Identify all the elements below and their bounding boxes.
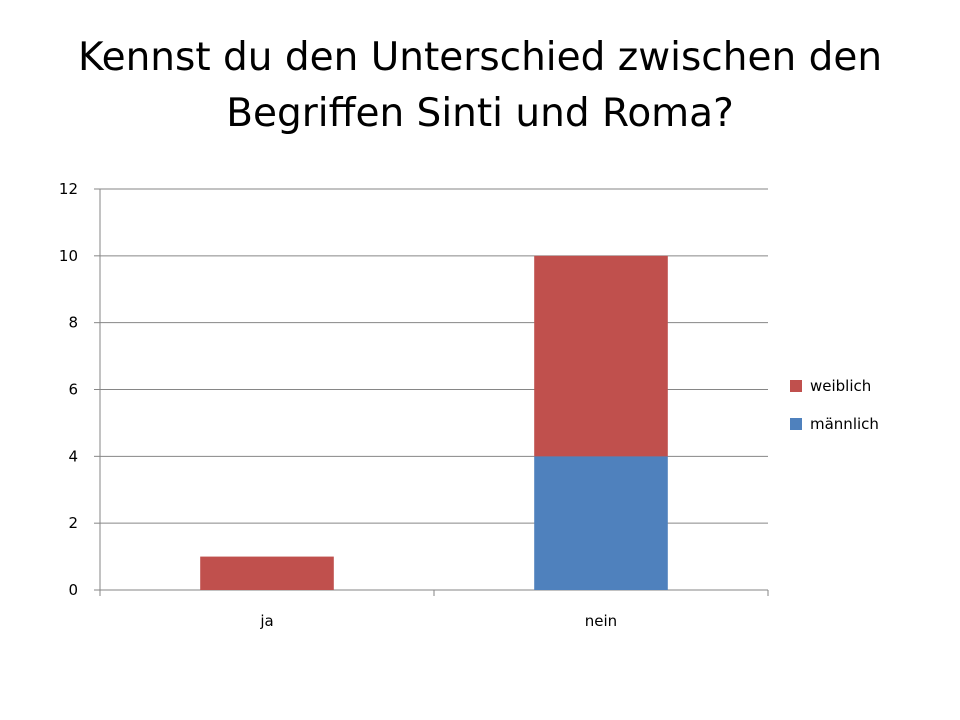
x-tick-label: ja xyxy=(259,612,273,630)
bar-nein-männlich xyxy=(534,456,668,590)
legend-swatch-weiblich xyxy=(790,380,802,392)
legend-label-männlich: männlich xyxy=(810,415,879,433)
chart-title: Kennst du den Unterschied zwischen den B… xyxy=(77,35,883,136)
bar-nein-weiblich xyxy=(534,255,668,457)
y-tick-label: 6 xyxy=(68,381,78,399)
legend-label-weiblich: weiblich xyxy=(810,377,871,395)
legend: weiblich männlich xyxy=(790,377,879,433)
y-tick-label: 0 xyxy=(68,581,78,599)
bars xyxy=(200,255,668,590)
y-tick-label: 8 xyxy=(68,314,78,332)
tick-labels: 0 2 4 6 8 10 12 ja nein xyxy=(59,180,617,630)
y-tick-label: 12 xyxy=(59,180,78,198)
x-tick-label: nein xyxy=(585,612,617,630)
y-tick-label: 2 xyxy=(68,514,78,532)
y-tick-label: 10 xyxy=(59,247,78,265)
legend-swatch-männlich xyxy=(790,418,802,430)
y-tick-label: 4 xyxy=(68,447,78,465)
bar-ja-weiblich xyxy=(200,556,334,590)
